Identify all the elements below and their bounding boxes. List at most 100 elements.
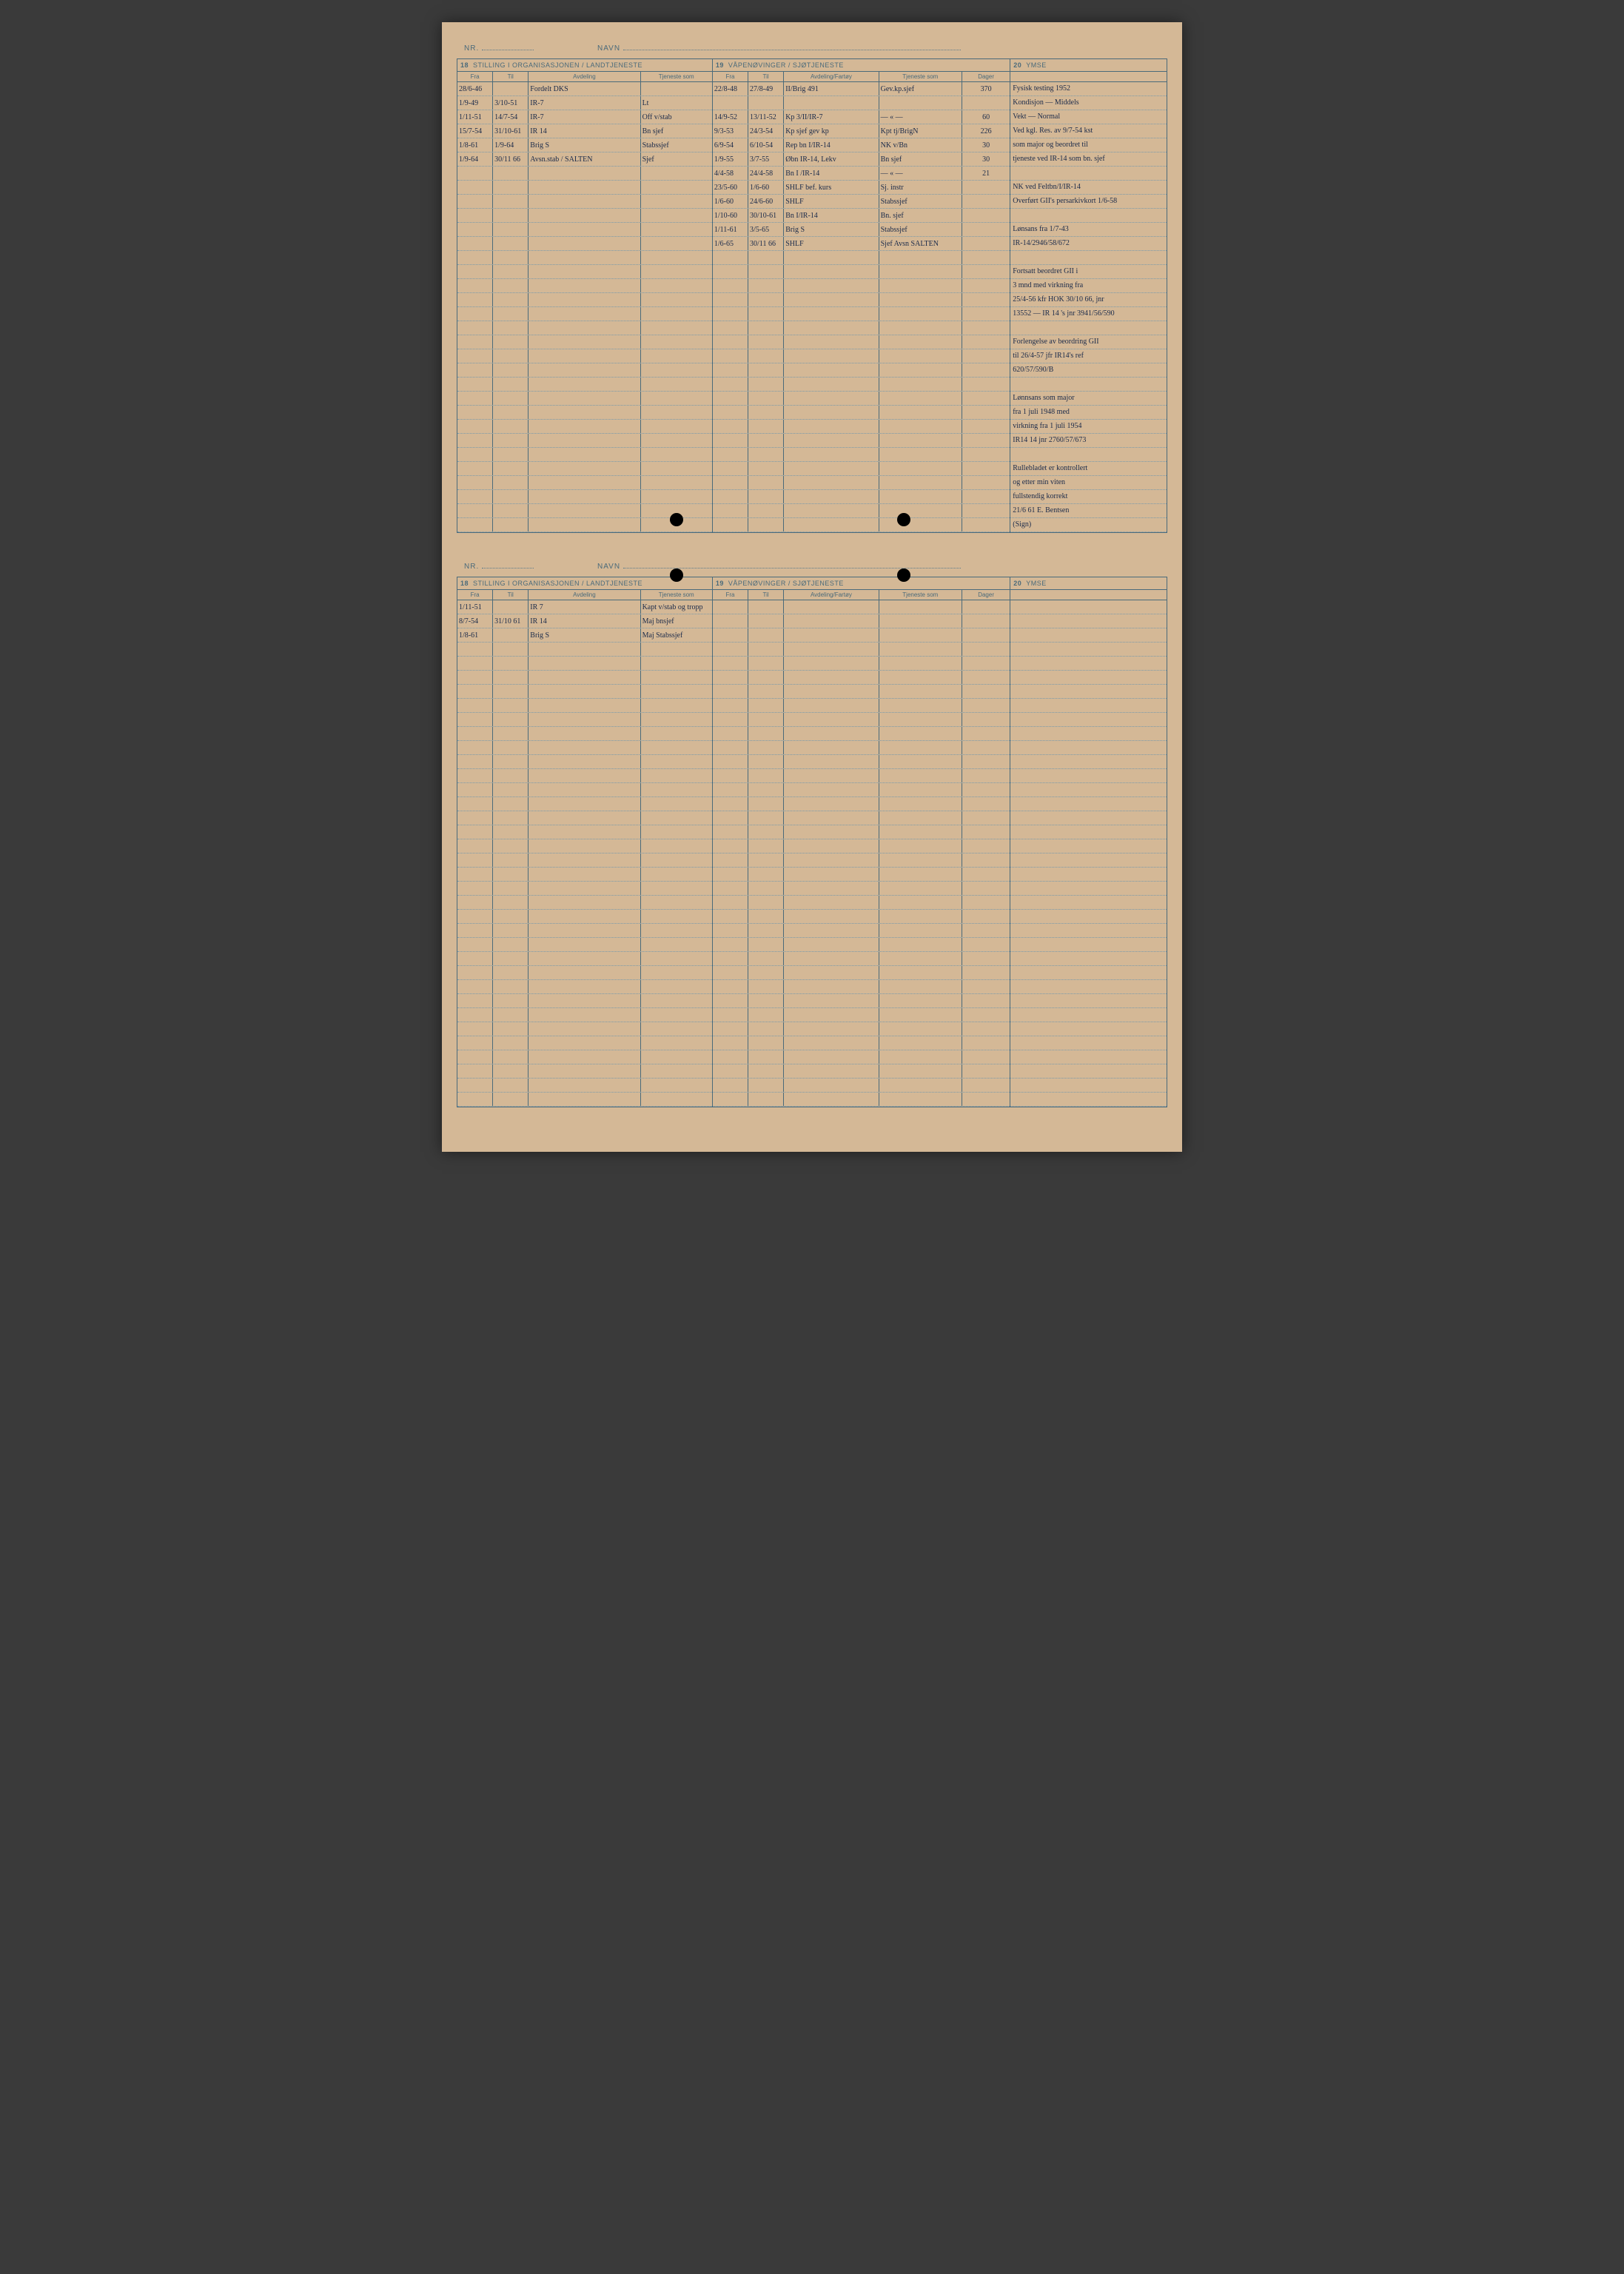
table-row [713,924,1010,938]
table-row [457,853,712,868]
table-row [457,1050,712,1064]
table-row [457,966,712,980]
cell-fra: 1/6-60 [713,195,748,208]
table-row: 6/9-54 6/10-54 Rep bn I/IR-14 NK v/Bn 30 [713,138,1010,152]
table-row [713,755,1010,769]
ymse-line [1010,797,1167,811]
table-row [457,924,712,938]
cell-avdeling: Avsn.stab / SALTEN [529,152,640,166]
table-row [713,966,1010,980]
col-tjeneste: Tjeneste som [879,590,962,600]
cell-fra: 23/5-60 [713,181,748,194]
table-row [713,614,1010,628]
table-row: 1/6-65 30/11 66 SHLF Sjef Avsn SALTEN [713,237,1010,251]
ymse-line: som major og beordret til [1010,138,1167,152]
cell-til: 24/3-54 [748,124,784,138]
cell-til: 27/8-49 [748,82,784,95]
cell-avdeling: IR 14 [529,614,640,628]
table-row [713,839,1010,853]
table-row [713,349,1010,363]
table-row: 1/9-49 3/10-51 IR-7 Lt [457,96,712,110]
table-row: 22/8-48 27/8-49 II/Brig 491 Gev.kp.sjef … [713,82,1010,96]
ymse-line [1010,910,1167,924]
table-row [713,1093,1010,1107]
table-row [713,448,1010,462]
table-row [457,910,712,924]
table-row [713,307,1010,321]
cell-dager: 370 [962,82,1010,95]
ymse-line: tjeneste ved IR-14 som bn. sjef [1010,152,1167,167]
table-row [713,994,1010,1008]
ymse-line: 25/4-56 kfr HOK 30/10 66, jnr [1010,293,1167,307]
cell-avdeling: IR-7 [529,96,640,110]
table-row [713,321,1010,335]
cell-avdeling: IR-7 [529,110,640,124]
table-row [457,811,712,825]
cell-fra: 1/9-55 [713,152,748,166]
cell-til [493,82,529,95]
table-row: 15/7-54 31/10-61 IR 14 Bn sjef [457,124,712,138]
col-fra: Fra [457,590,493,600]
cell-til: 1/6-60 [748,181,784,194]
ymse-line [1010,868,1167,882]
nr-label: NR. [464,563,553,571]
ymse-line: (Sign) [1010,518,1167,532]
cell-fra: 1/6-65 [713,237,748,250]
sec-num-20: 20 [1013,61,1021,69]
sec19-title: 19VÅPENØVINGER / SJØTJENESTE [713,59,1010,72]
sec20-title: 20YMSE [1010,59,1167,72]
table-row [713,434,1010,448]
table-row: 1/10-60 30/10-61 Bn I/IR-14 Bn. sjef [713,209,1010,223]
cell-tjeneste [641,82,712,95]
ymse-line [1010,628,1167,643]
ymse-line [1010,952,1167,966]
table-row [713,504,1010,518]
cell-tjeneste: Kapt v/stab og tropp [641,600,712,614]
table-row [713,1064,1010,1079]
header-line-1: NR. NAVN [457,44,1167,58]
ymse-line [1010,643,1167,657]
cell-tjeneste: Gev.kp.sjef [879,82,962,95]
section-18: 18STILLING I ORGANISASJONEN / LANDTJENES… [457,577,713,1107]
table-row [457,392,712,406]
col-til: Til [493,590,529,600]
cell-fra: 28/6-46 [457,82,493,95]
table-row [713,713,1010,727]
ymse-line [1010,1036,1167,1050]
ymse-line [1010,727,1167,741]
table-row [457,952,712,966]
table-row [713,769,1010,783]
table-row [457,1064,712,1079]
sec18-subheads: Fra Til Avdeling Tjeneste som [457,590,712,600]
sec20-rows [1010,600,1167,1107]
ymse-line [1010,741,1167,755]
ymse-line: Overført GII's persarkivkort 1/6-58 [1010,195,1167,209]
col-dager: Dager [962,590,1010,600]
cell-fra: 22/8-48 [713,82,748,95]
cell-dager [962,195,1010,208]
cell-dager: 30 [962,152,1010,166]
cell-avd-fartoy: Bn I/IR-14 [784,209,879,222]
sec20-spacer [1010,72,1167,82]
table-row [457,223,712,237]
table-row: 1/9-64 30/11 66 Avsn.stab / SALTEN Sjef [457,152,712,167]
table-row [457,448,712,462]
table-row [457,685,712,699]
table-row [713,363,1010,378]
table-row [457,1093,712,1107]
nr-label: NR. [464,44,553,53]
navn-label: NAVN [597,563,1160,571]
table-row [457,195,712,209]
table-row [713,741,1010,755]
punch-hole-icon [897,513,910,526]
ymse-line [1010,1022,1167,1036]
cell-tjeneste: Bn sjef [879,152,962,166]
ymse-line [1010,321,1167,335]
col-avdeling: Avdeling [529,590,640,600]
cell-tjeneste: Kpt tj/BrigN [879,124,962,138]
cell-fra: 15/7-54 [457,124,493,138]
col-tjeneste: Tjeneste som [641,72,712,81]
cell-dager: 21 [962,167,1010,180]
section-19: 19VÅPENØVINGER / SJØTJENESTE Fra Til Avd… [713,577,1010,1107]
cell-tjeneste [879,96,962,110]
